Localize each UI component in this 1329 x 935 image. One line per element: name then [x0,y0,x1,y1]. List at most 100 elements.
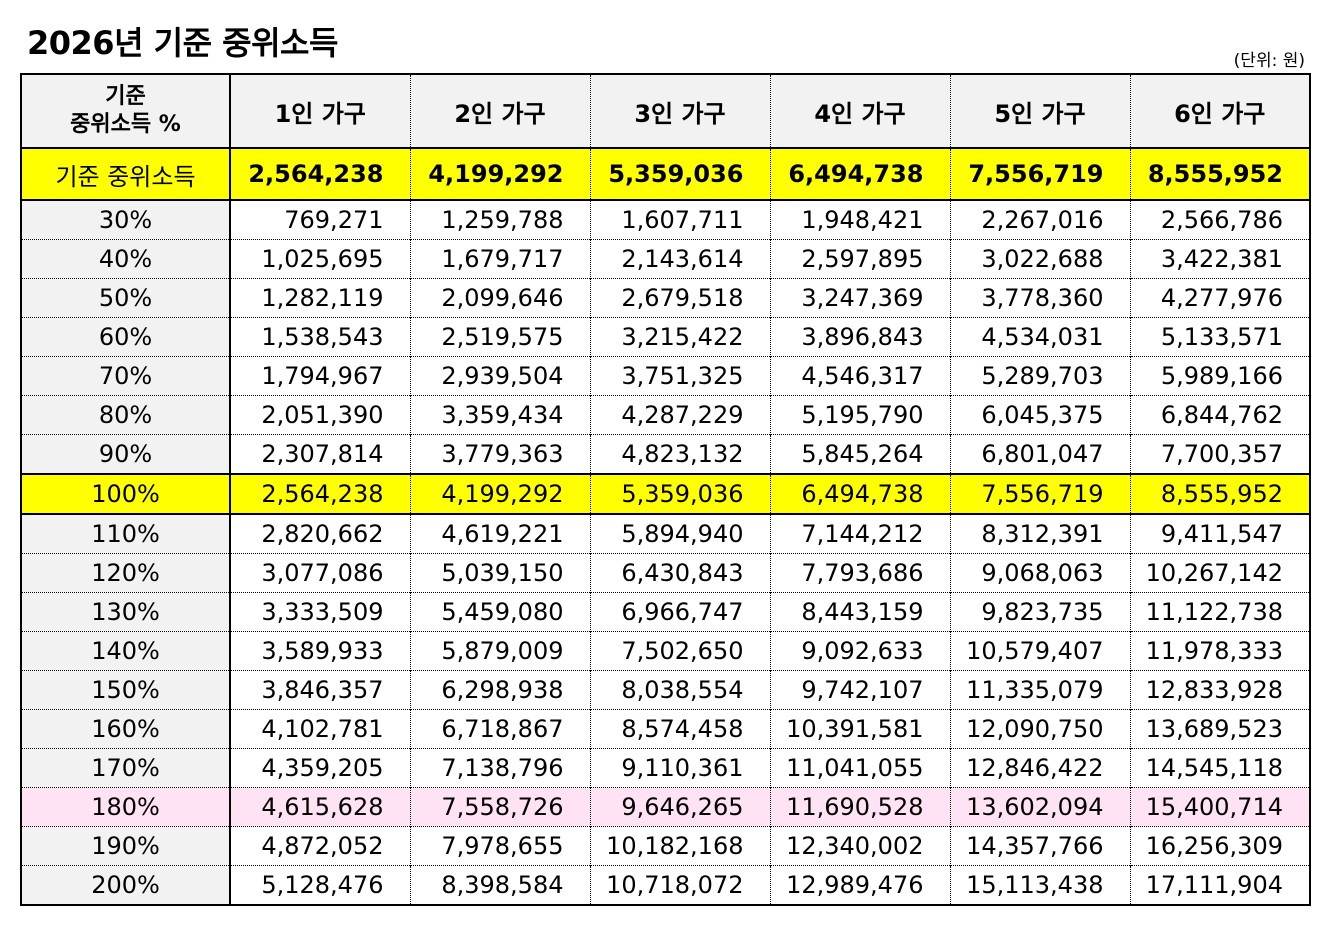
table-cell: 6,045,375 [949,395,1130,435]
table-cell: 8,555,952 [1129,147,1310,200]
table-cell: 16,256,309 [1129,826,1310,866]
table-cell: 4,872,052 [229,826,410,866]
table-cell: 14,357,766 [949,826,1130,866]
table-cell: 3,778,360 [949,278,1130,318]
table-cell: 13,689,523 [1129,709,1310,749]
table-row: 170% 4,359,205 7,138,796 9,110,361 11,041,05… [21,748,1310,788]
table-cell: 7,558,726 [409,787,590,827]
table-cell: 1,607,711 [589,199,770,240]
table-cell: 3,247,369 [769,278,950,318]
table-row: 30% 769,271 1,259,788 1,607,711 1,948,421 2,2… [21,199,1310,240]
table-cell: 3,422,381 [1129,239,1310,279]
table-cell: 4,546,317 [769,356,950,396]
table-cell: 9,823,735 [949,592,1130,632]
table-cell: 11,335,079 [949,670,1130,710]
table-cell: 5,039,150 [409,553,590,593]
row-label: 130% [21,592,231,632]
table-row: 190% 4,872,052 7,978,655 10,182,168 12,340,0… [21,826,1310,866]
table-cell: 2,939,504 [409,356,590,396]
table-cell: 2,519,575 [409,317,590,357]
table-cell: 10,579,407 [949,631,1130,671]
table-cell: 8,443,159 [769,592,950,632]
table-cell: 1,025,695 [229,239,410,279]
row-label: 170% [21,748,231,788]
table-cell: 12,340,002 [769,826,950,866]
table-row: 70% 1,794,967 2,939,504 3,751,325 4,546,317 5… [21,356,1310,396]
table-cell: 4,199,292 [409,473,590,515]
table-row: 100% 2,564,238 4,199,292 5,359,036 6,494,738… [21,473,1310,515]
table-cell: 3,359,434 [409,395,590,435]
table-cell: 2,597,895 [769,239,950,279]
corner-header-line2: 중위소득 % [70,112,181,137]
table-cell: 5,894,940 [589,513,770,554]
table-cell: 2,051,390 [229,395,410,435]
row-label: 200% [21,865,231,905]
table-cell: 7,556,719 [949,473,1130,515]
column-header: 1인 가구 [229,74,410,149]
row-label: 120% [21,553,231,593]
table-row: 60% 1,538,543 2,519,575 3,215,422 3,896,843 4… [21,317,1310,357]
table-cell: 7,502,650 [589,631,770,671]
table-row: 150% 3,846,357 6,298,938 8,038,554 9,742,107… [21,670,1310,710]
table-cell: 5,459,080 [409,592,590,632]
table-row: 90% 2,307,814 3,779,363 4,823,132 5,845,264 6… [21,434,1310,474]
table-cell: 6,844,762 [1129,395,1310,435]
column-header: 2인 가구 [409,74,590,149]
row-label: 80% [21,395,231,435]
table-cell: 1,259,788 [409,199,590,240]
table-cell: 2,679,518 [589,278,770,318]
table-cell: 5,289,703 [949,356,1130,396]
table-cell: 4,102,781 [229,709,410,749]
table-cell: 4,199,292 [409,147,590,200]
table-cell: 6,718,867 [409,709,590,749]
table-cell: 7,793,686 [769,553,950,593]
row-label: 90% [21,434,231,474]
table-cell: 7,556,719 [949,147,1130,200]
table-cell: 7,700,357 [1129,434,1310,474]
column-header: 4인 가구 [769,74,950,149]
table-row: 기준 중위소득 2,564,238 4,199,292 5,359,036 6,494,… [21,147,1310,200]
table-cell: 3,215,422 [589,317,770,357]
table-cell: 8,555,952 [1129,473,1310,515]
table-cell: 2,564,238 [229,473,410,515]
table-cell: 2,564,238 [229,147,410,200]
table-cell: 6,494,738 [769,147,950,200]
table-cell: 14,545,118 [1129,748,1310,788]
table-cell: 17,111,904 [1129,865,1310,905]
row-label: 160% [21,709,231,749]
table-cell: 15,400,714 [1129,787,1310,827]
table-cell: 8,574,458 [589,709,770,749]
table-cell: 4,615,628 [229,787,410,827]
table-cell: 5,879,009 [409,631,590,671]
table-row: 200% 5,128,476 8,398,584 10,718,072 12,989,4… [21,865,1310,905]
table-row: 180% 4,615,628 7,558,726 9,646,265 11,690,52… [21,787,1310,827]
table-cell: 5,133,571 [1129,317,1310,357]
table-cell: 6,966,747 [589,592,770,632]
table-cell: 5,195,790 [769,395,950,435]
table-cell: 3,077,086 [229,553,410,593]
table-cell: 10,391,581 [769,709,950,749]
table-cell: 12,833,928 [1129,670,1310,710]
table-row: 50% 1,282,119 2,099,646 2,679,518 3,247,369 3… [21,278,1310,318]
table-cell: 4,823,132 [589,434,770,474]
row-label: 50% [21,278,231,318]
table-cell: 10,718,072 [589,865,770,905]
table-cell: 11,978,333 [1129,631,1310,671]
table-cell: 12,090,750 [949,709,1130,749]
table-row: 120% 3,077,086 5,039,150 6,430,843 7,793,686… [21,553,1310,593]
table-cell: 2,566,786 [1129,199,1310,240]
table-cell: 12,846,422 [949,748,1130,788]
table-row: 130% 3,333,509 5,459,080 6,966,747 8,443,159… [21,592,1310,632]
row-label: 100% [21,473,231,515]
table-cell: 3,779,363 [409,434,590,474]
table-cell: 7,978,655 [409,826,590,866]
row-label: 70% [21,356,231,396]
table-cell: 9,646,265 [589,787,770,827]
table-cell: 1,538,543 [229,317,410,357]
header-row: 기준 중위소득 % 1인 가구 2인 가구 3인 가구 4인 가구 5인 가구 … [21,74,1310,149]
table-cell: 9,068,063 [949,553,1130,593]
table-cell: 15,113,438 [949,865,1130,905]
row-label: 180% [21,787,231,827]
column-header: 6인 가구 [1129,74,1310,149]
table-cell: 8,398,584 [409,865,590,905]
